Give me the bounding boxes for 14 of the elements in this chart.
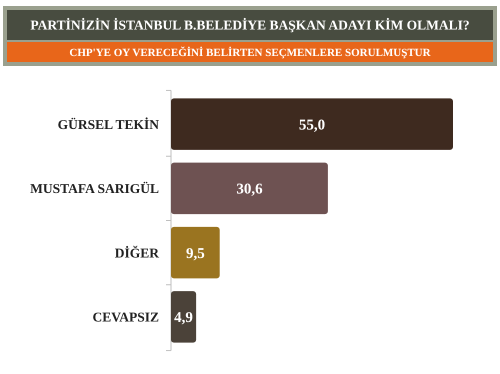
data-label: 4,9 — [174, 310, 193, 326]
bar — [171, 226, 220, 278]
data-label: 9,5 — [186, 246, 205, 262]
chart-subtitle: CHP'YE OY VERECEĞİNİ BELİRTEN SEÇMENLERE SORULMUŞTUR — [69, 46, 432, 59]
data-label: 55,0 — [298, 117, 326, 134]
bar — [171, 162, 328, 214]
data-label: 30,6 — [236, 182, 264, 198]
bar — [171, 291, 196, 343]
y-tick-label: GÜRSEL TEKİN — [58, 116, 160, 132]
y-tick-label: MUSTAFA SARIGÜL — [30, 181, 159, 196]
y-tick-label: CEVAPSIZ — [92, 310, 159, 325]
y-tick-label: DİĞER — [114, 245, 160, 260]
chart-title: PARTİNİZİN İSTANBUL B.BELEDİYE BAŞKAN ADAYI KİM OLMALI? — [30, 18, 470, 33]
bar — [171, 98, 453, 150]
